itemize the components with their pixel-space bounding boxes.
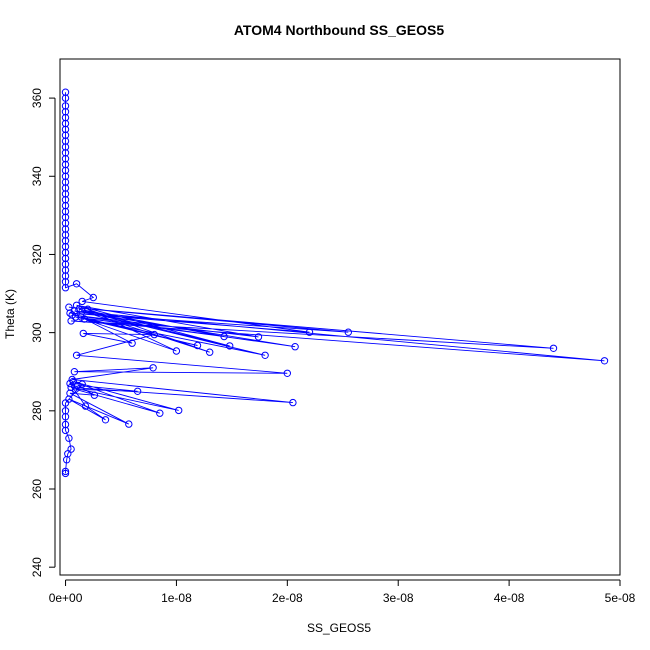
data-point — [70, 368, 79, 376]
data-point — [61, 149, 70, 157]
data-point — [61, 190, 70, 198]
data-point — [79, 329, 88, 338]
data-point — [61, 119, 70, 128]
data-point — [62, 456, 71, 464]
data-point — [78, 297, 86, 306]
y-axis-label: Theta (K) — [3, 289, 17, 339]
y-tick-label: 300 — [30, 322, 44, 342]
data-point — [61, 399, 70, 407]
data-point — [226, 342, 234, 350]
data-point — [61, 172, 70, 181]
data-point — [61, 207, 70, 216]
data-point — [61, 108, 70, 116]
data-point — [61, 88, 70, 96]
series-points — [61, 88, 609, 478]
data-point — [61, 184, 70, 192]
data-point — [206, 348, 214, 356]
y-tick-label: 360 — [30, 88, 44, 108]
data-point — [78, 380, 86, 388]
data-point — [133, 387, 142, 395]
data-point — [74, 381, 82, 390]
data-point — [89, 293, 98, 302]
data-point — [61, 272, 70, 280]
data-point — [283, 369, 291, 377]
data-point — [65, 434, 73, 442]
data-point — [101, 416, 110, 424]
y-tick-label: 340 — [30, 166, 44, 186]
data-point — [61, 155, 70, 163]
data-point — [81, 402, 90, 410]
data-point — [61, 237, 70, 245]
series-line — [65, 92, 605, 474]
x-tick-label: 5e-08 — [605, 591, 636, 605]
data-point — [90, 391, 99, 399]
series-lines — [65, 92, 605, 474]
data-point — [193, 341, 202, 350]
data-point — [61, 225, 70, 233]
data-point — [128, 339, 136, 347]
data-point — [61, 213, 70, 222]
data-point — [149, 364, 157, 372]
data-point — [61, 201, 70, 210]
data-point — [156, 409, 164, 417]
data-point — [71, 385, 80, 393]
data-point — [61, 143, 70, 151]
data-point — [61, 242, 70, 251]
x-tick-label: 1e-08 — [161, 591, 192, 605]
chart-title: ATOM4 Northbound SS_GEOS5 — [234, 22, 444, 38]
data-point — [61, 102, 70, 110]
data-point — [61, 137, 70, 145]
data-point — [84, 305, 92, 313]
data-point — [125, 420, 133, 428]
data-point — [172, 347, 181, 355]
data-point — [261, 351, 269, 359]
data-point — [61, 113, 70, 122]
data-point — [289, 398, 297, 407]
y-axis: 240 260 280 300 320 340 360 — [30, 88, 56, 577]
data-point — [150, 330, 159, 339]
y-tick-label: 260 — [30, 479, 44, 499]
data-point — [61, 248, 70, 257]
data-point — [305, 328, 314, 336]
x-tick-label: 3e-08 — [383, 591, 414, 605]
data-point — [72, 351, 81, 359]
data-point — [61, 469, 70, 478]
x-axis: 0e+00 1e-08 2e-08 3e-08 4e-08 5e-08 — [49, 579, 636, 605]
data-point — [61, 219, 70, 227]
data-point — [77, 313, 85, 321]
data-point — [61, 125, 70, 134]
data-point — [61, 284, 70, 292]
y-tick-label: 320 — [30, 244, 44, 264]
data-point — [61, 178, 70, 186]
y-tick-label: 280 — [30, 400, 44, 420]
x-axis-label: SS_GEOS5 — [307, 621, 371, 635]
data-point — [600, 357, 609, 365]
data-point — [61, 467, 70, 476]
x-tick-label: 0e+00 — [49, 591, 83, 605]
data-point — [61, 94, 70, 102]
data-point — [61, 160, 70, 169]
data-point — [66, 379, 74, 388]
y-tick-label: 240 — [30, 557, 44, 577]
data-point — [220, 332, 228, 341]
data-point — [344, 328, 352, 336]
data-point — [61, 426, 70, 435]
x-tick-label: 4e-08 — [494, 591, 525, 605]
data-point — [72, 280, 81, 288]
data-point — [71, 313, 80, 321]
data-point — [549, 344, 558, 352]
data-point — [61, 413, 70, 421]
data-point — [254, 333, 263, 341]
data-point — [72, 301, 81, 309]
x-tick-label: 2e-08 — [272, 591, 303, 605]
plot-frame — [59, 58, 621, 576]
data-point — [291, 343, 299, 351]
data-point — [175, 406, 183, 415]
data-point — [61, 254, 70, 263]
data-point — [65, 303, 73, 311]
